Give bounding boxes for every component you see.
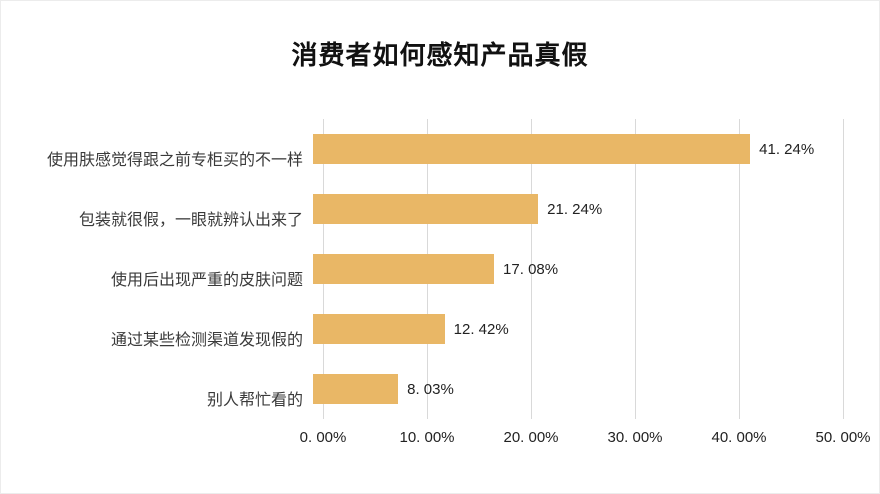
value-label: 8. 03% <box>407 380 454 398</box>
bar <box>313 314 445 344</box>
value-label: 41. 24% <box>759 140 815 158</box>
bar-track: 21. 24% <box>313 179 843 239</box>
bar-chart: 使用肤感觉得跟之前专柜买的不一样 41. 24% 包装就很假，一眼就辨认出来了 21.… <box>1 119 879 459</box>
x-axis-tick-label: 50. 00% <box>815 429 871 446</box>
bar-row: 使用肤感觉得跟之前专柜买的不一样 41. 24% <box>1 119 879 179</box>
bar <box>313 134 751 164</box>
bar-track: 12. 42% <box>313 299 843 359</box>
value-label: 21. 24% <box>547 200 603 218</box>
x-axis: 0. 00% 10. 00% 20. 00% 30. 00% 40. 00% 50. 00… <box>300 419 871 459</box>
bar-track: 8. 03% <box>313 359 843 419</box>
category-label: 使用后出现严重的皮肤问题 <box>110 272 303 289</box>
category-label: 使用肤感觉得跟之前专柜买的不一样 <box>46 152 303 169</box>
bar <box>313 254 495 284</box>
value-label: 17. 08% <box>503 260 559 278</box>
x-axis-tick-label: 20. 00% <box>503 429 559 446</box>
bar-track: 17. 08% <box>313 239 843 299</box>
bar-row: 包装就很假，一眼就辨认出来了 21. 24% <box>1 179 879 239</box>
bar-rows: 使用肤感觉得跟之前专柜买的不一样 41. 24% 包装就很假，一眼就辨认出来了 21.… <box>1 119 879 419</box>
x-axis-tick-label: 40. 00% <box>711 429 767 446</box>
x-axis-tick-label: 30. 00% <box>607 429 663 446</box>
bar <box>313 194 539 224</box>
category-label: 通过某些检测渠道发现假的 <box>110 332 303 349</box>
bar-row: 通过某些检测渠道发现假的 12. 42% <box>1 299 879 359</box>
bar-row: 使用后出现严重的皮肤问题 17. 08% <box>1 239 879 299</box>
x-axis-tick-label: 0. 00% <box>299 429 347 446</box>
value-label: 12. 42% <box>453 320 509 338</box>
plot-area: 使用肤感觉得跟之前专柜买的不一样 41. 24% 包装就很假，一眼就辨认出来了 21.… <box>1 119 879 419</box>
bar <box>313 374 399 404</box>
bar-track: 41. 24% <box>313 119 843 179</box>
x-axis-tick-label: 10. 00% <box>399 429 455 446</box>
chart-title: 消费者如何感知产品真假 <box>291 40 589 70</box>
bar-row: 别人帮忙看的 8. 03% <box>1 359 879 419</box>
category-label: 包装就很假，一眼就辨认出来了 <box>78 212 303 229</box>
category-label: 别人帮忙看的 <box>206 392 303 409</box>
